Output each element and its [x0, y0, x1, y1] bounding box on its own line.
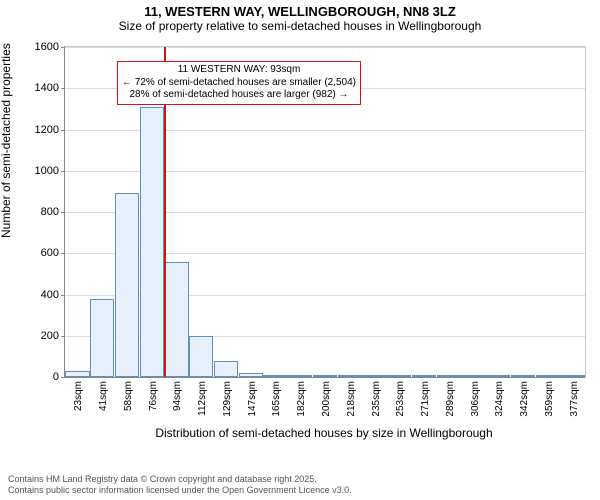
- x-tick-label: 147sqm: [247, 377, 258, 417]
- x-tick-label: 377sqm: [569, 377, 580, 417]
- annotation-box: 11 WESTERN WAY: 93sqm← 72% of semi-detac…: [117, 61, 361, 105]
- y-tick-label: 1000: [35, 165, 65, 177]
- x-tick-label: 112sqm: [197, 377, 208, 416]
- y-axis-label: Number of semi-detached properties: [0, 43, 13, 238]
- x-tick-label: 200sqm: [321, 377, 332, 417]
- x-tick-label: 165sqm: [271, 377, 282, 417]
- x-axis-label: Distribution of semi-detached houses by …: [64, 426, 584, 440]
- footer-line: Contains HM Land Registry data © Crown c…: [8, 474, 352, 485]
- y-tick-label: 600: [41, 247, 65, 259]
- y-tick-label: 1200: [35, 124, 65, 136]
- x-tick-label: 342sqm: [519, 377, 530, 417]
- footer: Contains HM Land Registry data © Crown c…: [8, 474, 352, 496]
- x-tick-label: 253sqm: [395, 377, 406, 417]
- x-tick-label: 306sqm: [470, 377, 481, 417]
- x-tick-label: 182sqm: [296, 377, 307, 417]
- x-tick-label: 23sqm: [73, 377, 84, 411]
- annotation-line: 11 WESTERN WAY: 93sqm: [122, 64, 356, 77]
- x-tick-label: 94sqm: [172, 377, 183, 411]
- histogram-bar: [164, 262, 188, 378]
- x-tick-label: 359sqm: [544, 377, 555, 417]
- x-tick-label: 129sqm: [222, 377, 233, 417]
- grid-line: [65, 47, 585, 48]
- x-tick-label: 324sqm: [494, 377, 505, 417]
- page-subtitle: Size of property relative to semi-detach…: [0, 19, 600, 33]
- plot-area: 0200400600800100012001400160023sqm41sqm5…: [64, 46, 586, 378]
- y-tick-label: 200: [41, 330, 65, 342]
- x-tick-label: 271sqm: [420, 377, 431, 417]
- histogram-bar: [140, 107, 164, 377]
- annotation-line: 28% of semi-detached houses are larger (…: [122, 89, 356, 102]
- y-tick-label: 1600: [35, 41, 65, 53]
- chart: Number of semi-detached properties 02004…: [0, 38, 600, 438]
- x-tick-label: 76sqm: [148, 377, 159, 411]
- x-tick-label: 235sqm: [371, 377, 382, 417]
- page-title: 11, WESTERN WAY, WELLINGBOROUGH, NN8 3LZ: [0, 4, 600, 19]
- x-tick-label: 41sqm: [98, 377, 109, 411]
- x-tick-label: 218sqm: [346, 377, 357, 417]
- histogram-bar: [90, 299, 114, 377]
- y-tick-label: 800: [41, 206, 65, 218]
- footer-line: Contains public sector information licen…: [8, 485, 352, 496]
- histogram-bar: [189, 336, 213, 377]
- y-tick-label: 400: [41, 289, 65, 301]
- x-tick-label: 289sqm: [445, 377, 456, 417]
- x-tick-label: 58sqm: [123, 377, 134, 411]
- histogram-bar: [214, 361, 238, 378]
- y-tick-label: 0: [53, 371, 65, 383]
- annotation-line: ← 72% of semi-detached houses are smalle…: [122, 77, 356, 90]
- histogram-bar: [115, 193, 139, 377]
- y-tick-label: 1400: [35, 82, 65, 94]
